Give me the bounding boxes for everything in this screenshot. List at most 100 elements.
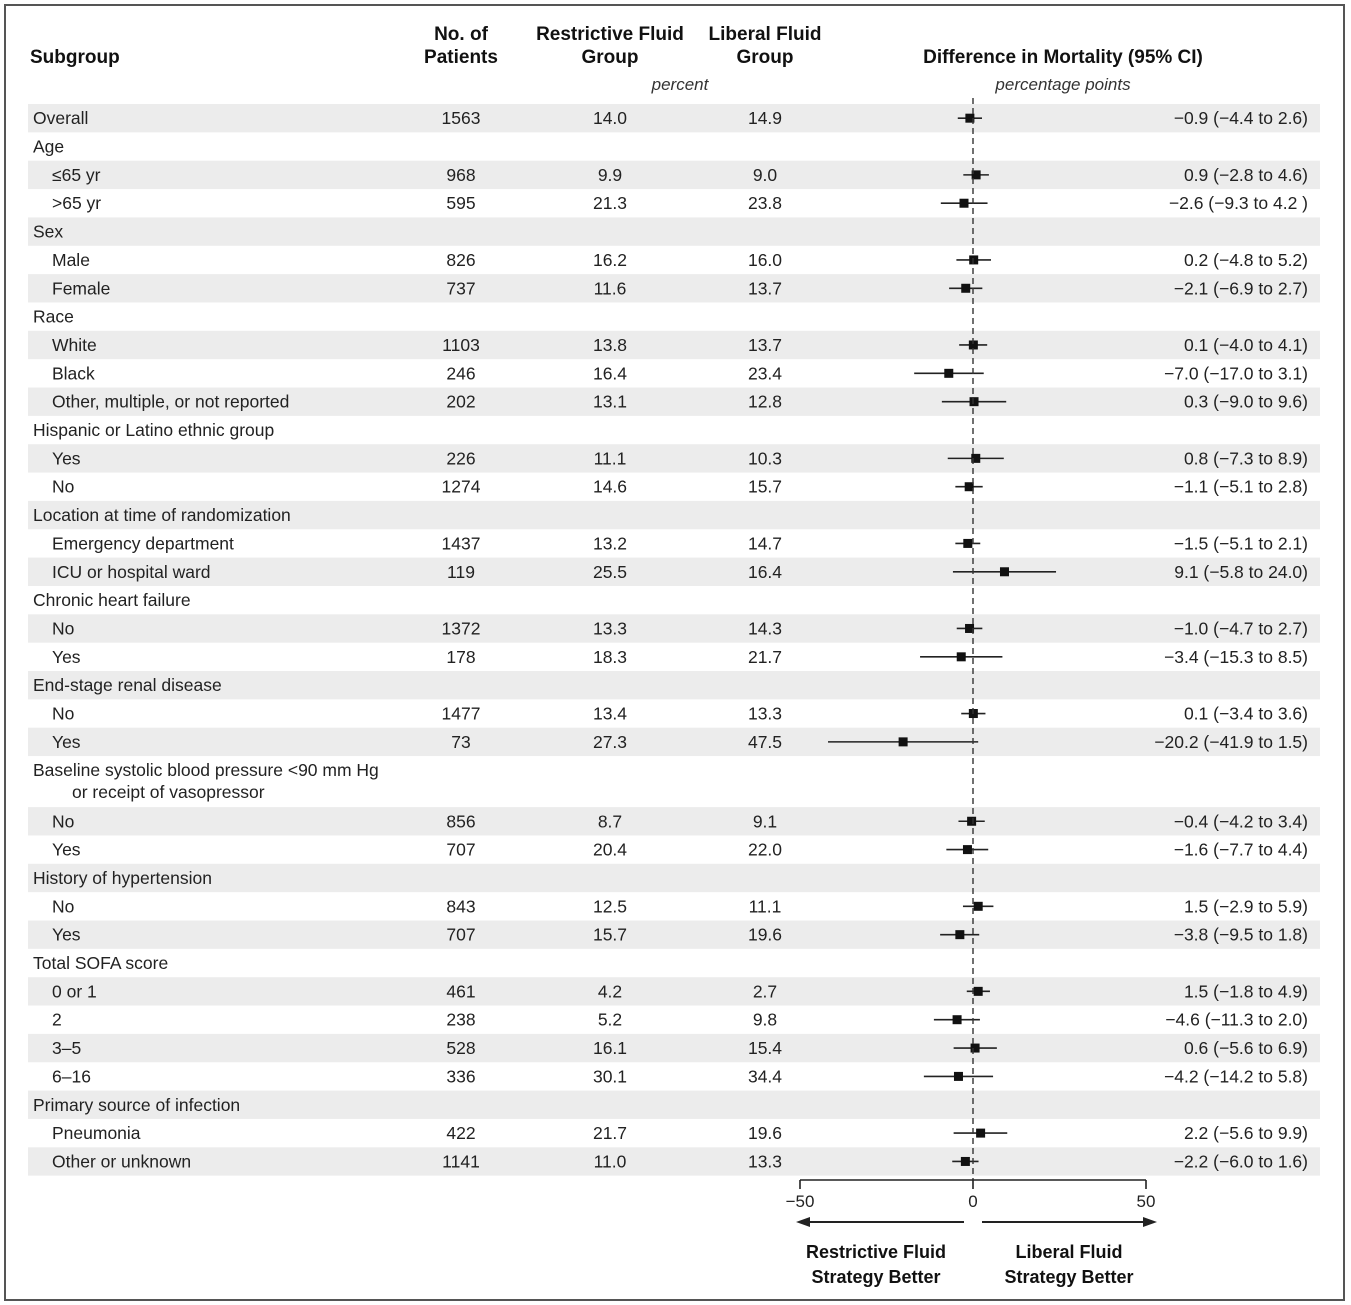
table-row: Overall 1563 14.0 14.9 −0.9 (−4.4 to 2.6) bbox=[33, 108, 1308, 128]
patients-count: 336 bbox=[446, 1066, 475, 1086]
row-band bbox=[28, 330, 1320, 360]
difference-ci-text: 0.1 (−3.4 to 3.6) bbox=[1184, 704, 1308, 724]
row-label: No bbox=[52, 618, 74, 638]
row-label: Other or unknown bbox=[52, 1151, 191, 1171]
difference-ci-text: 0.2 (−4.8 to 5.2) bbox=[1184, 250, 1308, 270]
difference-ci-text: 0.3 (−9.0 to 9.6) bbox=[1184, 392, 1308, 412]
patients-count: 422 bbox=[446, 1123, 475, 1143]
liberal-mortality: 11.1 bbox=[749, 896, 782, 916]
header-liberal-line1: Liberal Fluid bbox=[709, 24, 822, 45]
table-row: Yes 226 11.1 10.3 0.8 (−7.3 to 8.9) bbox=[52, 448, 1308, 468]
row-band bbox=[28, 217, 1320, 246]
group-header-row: Total SOFA score bbox=[33, 953, 168, 973]
liberal-mortality: 16.0 bbox=[748, 250, 782, 270]
table-row: No 1274 14.6 15.7 −1.1 (−5.1 to 2.8) bbox=[52, 477, 1308, 497]
row-label: White bbox=[52, 335, 97, 355]
point-estimate bbox=[973, 986, 983, 996]
point-estimate bbox=[970, 1043, 980, 1053]
liberal-mortality: 23.4 bbox=[748, 363, 782, 383]
table-row: ICU or hospital ward 119 25.5 16.4 9.1 (−5.8… bbox=[52, 562, 1308, 582]
patients-count: 707 bbox=[446, 925, 475, 945]
row-label: ICU or hospital ward bbox=[52, 562, 211, 582]
table-row: Male 826 16.2 16.0 0.2 (−4.8 to 5.2) bbox=[52, 250, 1308, 270]
difference-ci-text: −20.2 (−41.9 to 1.5) bbox=[1154, 732, 1308, 752]
point-estimate bbox=[956, 652, 966, 662]
table-row: 6–16 336 30.1 34.4 −4.2 (−14.2 to 5.8) bbox=[52, 1066, 1308, 1086]
table-row: 2 238 5.2 9.8 −4.6 (−11.3 to 2.0) bbox=[52, 1010, 1308, 1030]
group-header-row: Sex bbox=[33, 222, 63, 242]
table-row: Emergency department 1437 13.2 14.7 −1.5 (−5… bbox=[52, 533, 1308, 553]
point-estimate bbox=[952, 1015, 962, 1025]
row-label: Black bbox=[52, 363, 95, 383]
restrictive-mortality: 11.6 bbox=[594, 278, 627, 298]
table-row: Female 737 11.6 13.7 −2.1 (−6.9 to 2.7) bbox=[52, 278, 1308, 298]
row-label: Total SOFA score bbox=[33, 953, 168, 973]
difference-ci-text: 9.1 (−5.8 to 24.0) bbox=[1174, 562, 1308, 582]
forest-marks bbox=[828, 98, 1057, 1180]
row-band bbox=[28, 807, 1320, 836]
liberal-mortality: 9.0 bbox=[753, 165, 778, 185]
restrictive-mortality: 11.0 bbox=[594, 1151, 627, 1171]
point-estimate bbox=[963, 538, 973, 548]
liberal-mortality: 12.8 bbox=[748, 392, 782, 412]
row-label: 2 bbox=[52, 1010, 62, 1030]
row-band bbox=[28, 1033, 1320, 1063]
group-header-row: End-stage renal disease bbox=[33, 675, 222, 695]
row-band bbox=[28, 104, 1320, 133]
patients-count: 1141 bbox=[442, 1151, 480, 1171]
row-label: Yes bbox=[52, 925, 81, 945]
row-band bbox=[28, 274, 1320, 303]
liberal-mortality: 14.7 bbox=[748, 533, 782, 553]
patients-count: 1103 bbox=[442, 335, 480, 355]
point-estimate bbox=[961, 283, 971, 293]
patients-count: 737 bbox=[446, 278, 475, 298]
difference-ci-text: −0.9 (−4.4 to 2.6) bbox=[1174, 108, 1308, 128]
restrictive-mortality: 21.3 bbox=[593, 193, 627, 213]
liberal-mortality: 21.7 bbox=[748, 647, 782, 667]
left-arrow-head bbox=[796, 1217, 810, 1227]
x-axis: −50 0 50 bbox=[786, 1179, 1155, 1211]
group-header-row: Chronic heart failure bbox=[33, 590, 191, 610]
row-band bbox=[28, 444, 1320, 473]
right-arrow-head bbox=[1143, 1217, 1157, 1227]
group-header-row: Age bbox=[33, 137, 64, 157]
point-estimate bbox=[960, 1156, 970, 1166]
row-label: Male bbox=[52, 250, 90, 270]
patients-count: 238 bbox=[446, 1010, 475, 1030]
liberal-mortality: 19.6 bbox=[748, 925, 782, 945]
difference-ci-text: 1.5 (−2.9 to 5.9) bbox=[1184, 896, 1308, 916]
patients-count: 843 bbox=[446, 896, 475, 916]
header-difference: Difference in Mortality (95% CI) bbox=[923, 47, 1203, 68]
header-liberal-line2: Group bbox=[737, 47, 794, 68]
point-estimate bbox=[959, 198, 969, 208]
restrictive-mortality: 9.9 bbox=[598, 165, 622, 185]
point-estimate bbox=[976, 1128, 986, 1138]
liberal-mortality: 13.7 bbox=[748, 335, 782, 355]
header-subgroup: Subgroup bbox=[30, 47, 120, 68]
row-label: History of hypertension bbox=[33, 868, 212, 888]
row-label: No bbox=[52, 811, 74, 831]
patients-count: 246 bbox=[446, 363, 475, 383]
row-label: Other, multiple, or not reported bbox=[52, 392, 289, 412]
column-headers: Subgroup No. of Patients Restrictive Flu… bbox=[30, 24, 1203, 94]
group-header-row: Hispanic or Latino ethnic group bbox=[33, 420, 274, 440]
liberal-mortality: 2.7 bbox=[753, 981, 777, 1001]
restrictive-mortality: 27.3 bbox=[593, 732, 627, 752]
group-header-row: Location at time of randomization bbox=[33, 505, 291, 525]
difference-ci-text: −3.8 (−9.5 to 1.8) bbox=[1174, 925, 1308, 945]
point-estimate bbox=[965, 623, 975, 633]
liberal-mortality: 47.5 bbox=[748, 732, 782, 752]
patients-count: 178 bbox=[446, 647, 475, 667]
patients-count: 119 bbox=[447, 562, 475, 582]
difference-ci-text: −2.2 (−6.0 to 1.6) bbox=[1174, 1151, 1308, 1171]
row-label: No bbox=[52, 477, 74, 497]
row-band bbox=[28, 387, 1320, 416]
right-arrow-label-line1: Liberal Fluid bbox=[1015, 1242, 1122, 1262]
difference-ci-text: −4.6 (−11.3 to 2.0) bbox=[1165, 1010, 1308, 1030]
difference-ci-text: −1.5 (−5.1 to 2.1) bbox=[1174, 533, 1308, 553]
table-row: Other or unknown 1141 11.0 13.3 −2.2 (−6.0 t… bbox=[52, 1151, 1308, 1171]
group-header-row: Primary source of infection bbox=[33, 1095, 240, 1115]
group-header-row: Race bbox=[33, 307, 74, 327]
restrictive-mortality: 18.3 bbox=[593, 647, 627, 667]
